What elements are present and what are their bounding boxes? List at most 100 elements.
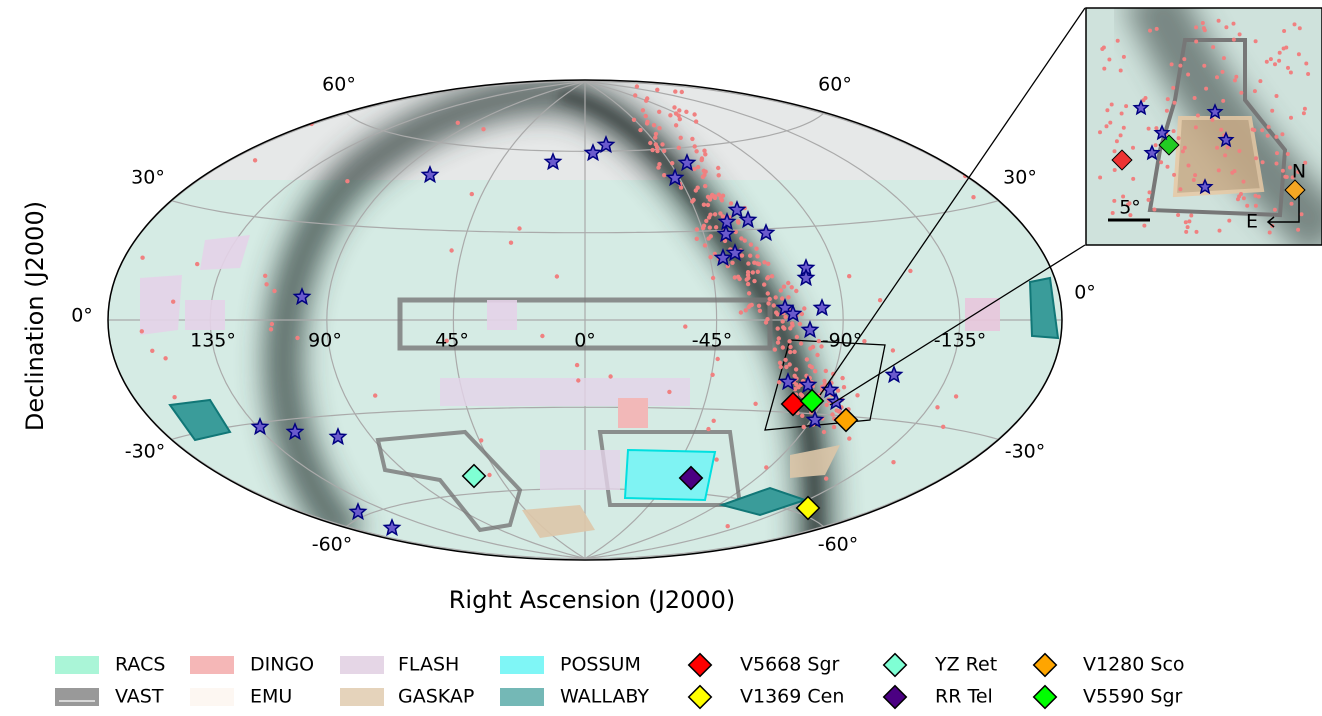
source bbox=[1217, 19, 1221, 23]
legend-swatch bbox=[55, 688, 99, 706]
source bbox=[711, 276, 715, 280]
source bbox=[1155, 27, 1159, 31]
source bbox=[754, 247, 758, 251]
east-label: E bbox=[1246, 211, 1258, 233]
source bbox=[782, 285, 786, 289]
source bbox=[713, 194, 717, 198]
source bbox=[576, 378, 580, 382]
source bbox=[756, 270, 760, 274]
source bbox=[683, 324, 687, 328]
y-axis-label: Declination (J2000) bbox=[21, 201, 49, 431]
dec-tick-label: 0° bbox=[71, 305, 93, 327]
source bbox=[555, 274, 559, 278]
source bbox=[1226, 145, 1230, 149]
source bbox=[768, 297, 772, 301]
source bbox=[673, 89, 677, 93]
source bbox=[704, 219, 708, 223]
source bbox=[144, 202, 148, 206]
source bbox=[1098, 130, 1102, 134]
source bbox=[813, 369, 817, 373]
source bbox=[1221, 99, 1225, 103]
legend-marker bbox=[1034, 686, 1057, 709]
source bbox=[656, 165, 660, 169]
source bbox=[1223, 153, 1227, 157]
source bbox=[1269, 57, 1273, 61]
source bbox=[781, 319, 785, 323]
source bbox=[345, 179, 349, 183]
legend-swatch bbox=[340, 688, 384, 706]
source bbox=[1245, 204, 1249, 208]
source bbox=[270, 322, 274, 326]
source bbox=[739, 236, 743, 240]
source bbox=[1194, 40, 1198, 44]
source bbox=[720, 198, 724, 202]
source bbox=[1100, 47, 1104, 51]
source bbox=[1254, 204, 1258, 208]
source bbox=[164, 512, 168, 516]
source bbox=[714, 457, 718, 461]
source bbox=[773, 347, 777, 351]
legend-label: V1369 Cen bbox=[740, 686, 844, 708]
source bbox=[1102, 67, 1106, 71]
source bbox=[677, 108, 681, 112]
source bbox=[1239, 91, 1243, 95]
source bbox=[224, 118, 228, 122]
source bbox=[862, 339, 866, 343]
legend-swatch bbox=[55, 656, 99, 674]
source bbox=[641, 108, 645, 112]
source bbox=[752, 279, 756, 283]
source bbox=[1275, 162, 1279, 166]
source bbox=[713, 212, 717, 216]
source bbox=[140, 329, 144, 333]
source bbox=[840, 376, 844, 380]
legend-label: RR Tel bbox=[935, 686, 993, 708]
source bbox=[1297, 52, 1301, 56]
source bbox=[269, 327, 273, 331]
source bbox=[817, 339, 821, 343]
source bbox=[783, 358, 787, 362]
source bbox=[1182, 57, 1186, 61]
source bbox=[774, 310, 778, 314]
ra-tick-label: 45° bbox=[435, 330, 469, 352]
source bbox=[802, 306, 806, 310]
source bbox=[163, 356, 167, 360]
source bbox=[652, 123, 656, 127]
legend-label: V1280 Sco bbox=[1083, 654, 1185, 676]
source bbox=[1202, 64, 1206, 68]
source bbox=[1154, 126, 1158, 130]
source bbox=[1181, 149, 1185, 153]
sky-map bbox=[100, 70, 1070, 580]
source bbox=[1280, 132, 1284, 136]
source bbox=[787, 339, 791, 343]
source bbox=[680, 90, 684, 94]
legend-label: POSSUM bbox=[560, 654, 641, 676]
source bbox=[575, 363, 579, 367]
north-label: N bbox=[1292, 161, 1306, 183]
source bbox=[1178, 64, 1182, 68]
source bbox=[1184, 230, 1188, 234]
ra-tick-label: -135° bbox=[934, 330, 987, 352]
legend-swatch bbox=[340, 656, 384, 674]
source bbox=[776, 326, 780, 330]
source bbox=[746, 282, 750, 286]
source bbox=[766, 301, 770, 305]
source bbox=[714, 225, 718, 229]
source bbox=[792, 350, 796, 354]
source bbox=[824, 476, 828, 480]
source bbox=[1165, 109, 1169, 113]
dec-tick-label: -30° bbox=[1005, 441, 1046, 463]
source bbox=[1172, 129, 1176, 133]
source bbox=[1203, 28, 1207, 32]
source bbox=[1113, 149, 1117, 153]
source bbox=[1215, 146, 1219, 150]
source bbox=[677, 146, 681, 150]
source bbox=[695, 227, 699, 231]
source bbox=[736, 219, 740, 223]
source bbox=[655, 149, 659, 153]
source bbox=[832, 425, 836, 429]
source bbox=[788, 345, 792, 349]
source bbox=[748, 254, 752, 258]
source bbox=[1115, 139, 1119, 143]
source bbox=[644, 99, 648, 103]
source bbox=[1275, 151, 1279, 155]
